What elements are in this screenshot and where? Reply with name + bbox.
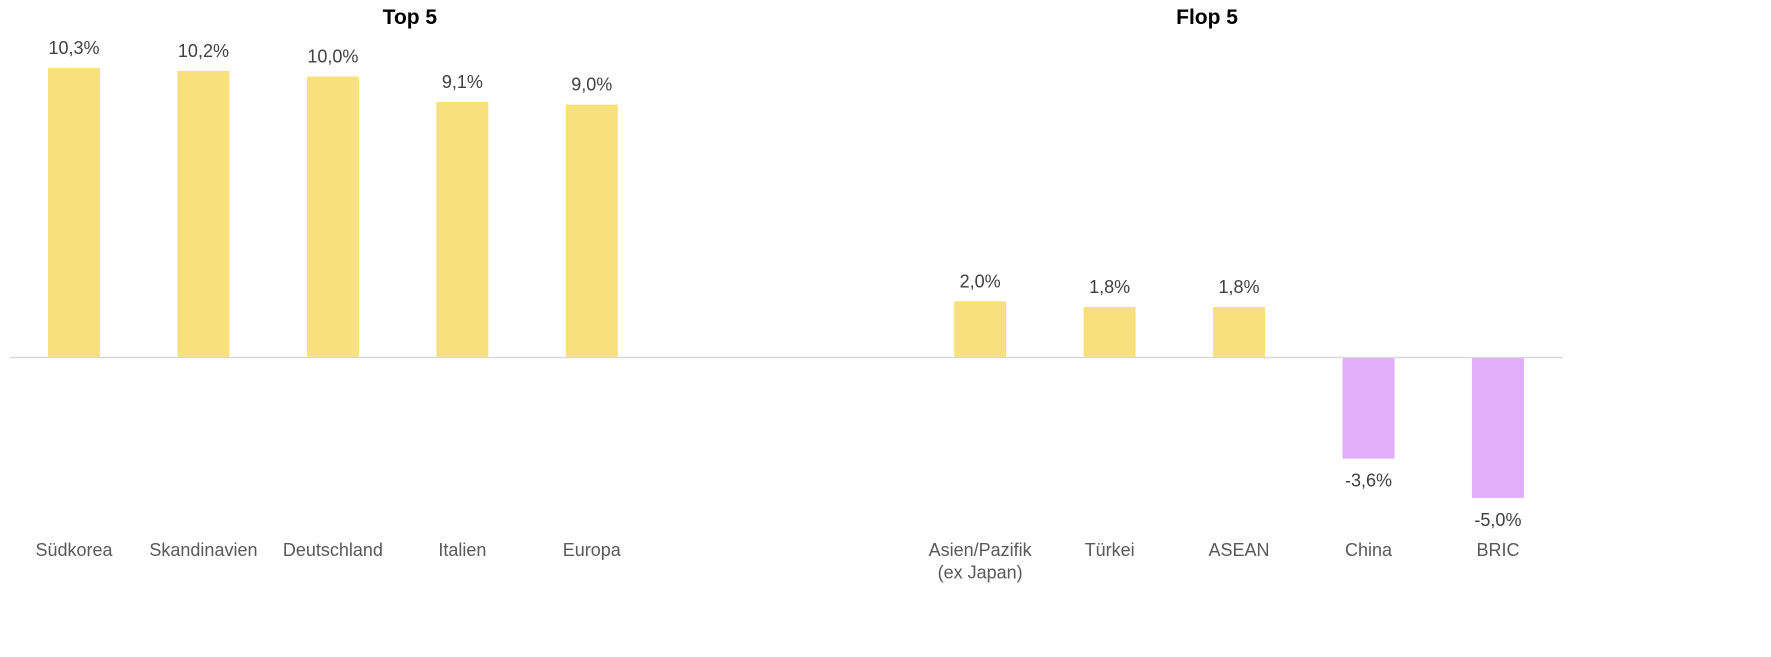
bar <box>48 68 100 358</box>
value-label: 10,2% <box>178 41 229 61</box>
bar <box>177 70 230 358</box>
section-title: Flop 5 <box>1176 6 1238 29</box>
x-tick-label: Deutschland <box>283 540 383 560</box>
bar <box>1471 357 1524 498</box>
bar <box>565 104 618 358</box>
x-tick-label: China <box>1345 540 1393 560</box>
value-label: -5,0% <box>1474 510 1521 530</box>
value-label: 9,1% <box>442 72 483 92</box>
value-label: 2,0% <box>960 271 1001 291</box>
bar <box>1342 357 1395 459</box>
x-tick-label: Italien <box>438 540 486 560</box>
x-tick-label: Südkorea <box>35 540 113 560</box>
bar <box>436 101 489 358</box>
x-tick-label: Türkei <box>1085 540 1135 560</box>
value-label: -3,6% <box>1345 471 1392 491</box>
bar <box>1083 306 1136 358</box>
value-label: 10,3% <box>48 38 99 58</box>
x-tick-label: Europa <box>563 540 622 560</box>
x-tick-label: Asien/Pazifik (ex Japan) <box>929 540 1033 583</box>
value-label: 1,8% <box>1089 277 1130 297</box>
x-tick-label: Skandinavien <box>149 540 257 560</box>
value-label: 10,0% <box>307 47 358 67</box>
value-label: 9,0% <box>571 75 612 95</box>
x-tick-label: ASEAN <box>1209 540 1270 560</box>
bar <box>306 76 359 358</box>
bar <box>954 301 1007 358</box>
bar <box>1213 306 1266 358</box>
value-label: 1,8% <box>1219 277 1260 297</box>
x-tick-label: BRIC <box>1476 540 1519 560</box>
section-title: Top 5 <box>383 6 438 29</box>
